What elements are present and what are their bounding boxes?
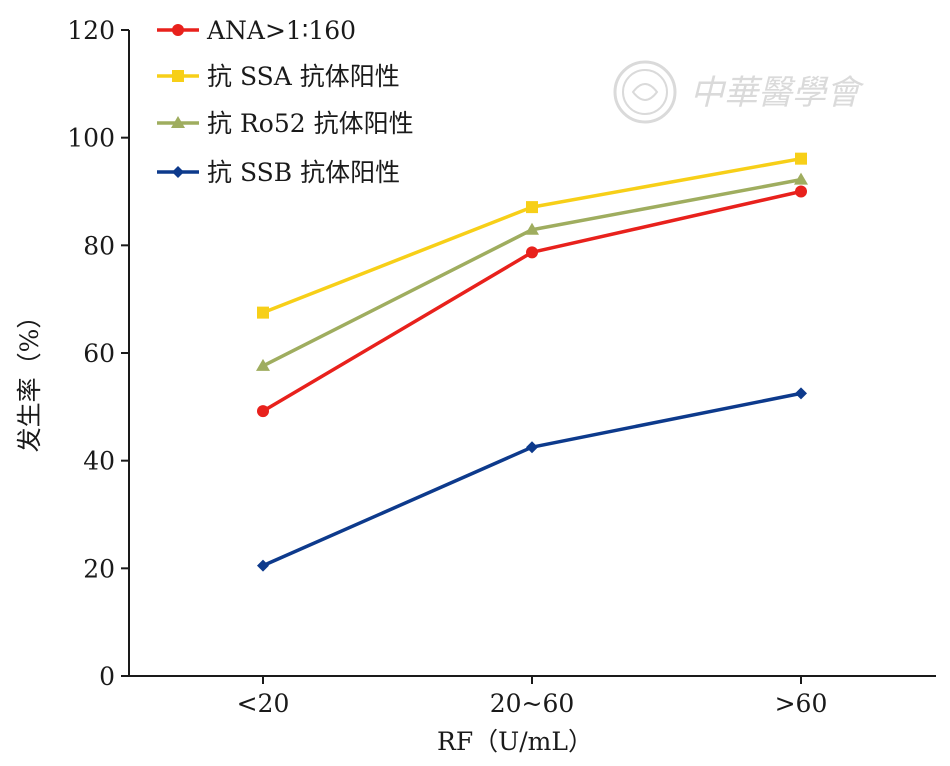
- legend-marker: [171, 116, 185, 128]
- data-point: [795, 152, 807, 165]
- series-4: [257, 387, 807, 572]
- legend-item: 抗 Ro52 抗体阳性: [157, 109, 414, 138]
- legend-label: 抗 SSA 抗体阳性: [207, 62, 400, 91]
- y-tick-label: 20: [83, 554, 115, 583]
- x-tick-label: >60: [775, 689, 828, 718]
- series-2: [257, 152, 807, 319]
- legend-marker: [172, 70, 184, 82]
- data-point: [257, 405, 269, 418]
- y-tick-label: 100: [67, 124, 115, 153]
- data-point: [526, 246, 538, 259]
- data-point: [794, 172, 808, 185]
- y-tick-label: 40: [83, 447, 115, 476]
- data-point: [257, 306, 269, 319]
- y-tick-label: 60: [83, 339, 115, 368]
- legend-marker: [172, 24, 184, 36]
- y-axis-title: 发生率（%）: [15, 304, 44, 453]
- x-tick-label: <20: [237, 689, 290, 718]
- society-seal-icon: [613, 60, 677, 124]
- legend-item: 抗 SSA 抗体阳性: [157, 62, 400, 91]
- data-point: [526, 441, 538, 454]
- series-3: [256, 172, 808, 371]
- data-point: [257, 559, 269, 572]
- y-tick-label: 80: [83, 231, 115, 260]
- legend-item: ANA>1∶160: [157, 16, 356, 45]
- data-point: [526, 201, 538, 214]
- y-ticks: 0 20 40 60 80 100 120: [67, 16, 129, 691]
- legend-marker: [172, 166, 184, 178]
- legend-label: 抗 SSB 抗体阳性: [207, 158, 400, 187]
- data-point: [256, 358, 270, 371]
- y-tick-label: 120: [67, 16, 115, 45]
- x-axis-title: RF（U/mL）: [437, 727, 593, 756]
- data-point: [795, 185, 807, 198]
- legend-item: 抗 SSB 抗体阳性: [157, 158, 400, 187]
- y-tick-label: 0: [99, 662, 115, 691]
- series-layer: [256, 152, 808, 572]
- x-ticks: <20 20~60 >60: [237, 676, 828, 718]
- legend-label: 抗 Ro52 抗体阳性: [207, 109, 414, 138]
- x-tick-label: 20~60: [490, 689, 575, 718]
- series-line: [262, 391, 802, 568]
- data-point: [795, 387, 807, 400]
- watermark-text: 中華醫學會: [690, 73, 865, 113]
- data-point: [525, 222, 539, 235]
- legend-label: ANA>1∶160: [206, 16, 356, 45]
- watermark: 中華醫學會: [613, 60, 865, 124]
- series-1: [257, 185, 807, 418]
